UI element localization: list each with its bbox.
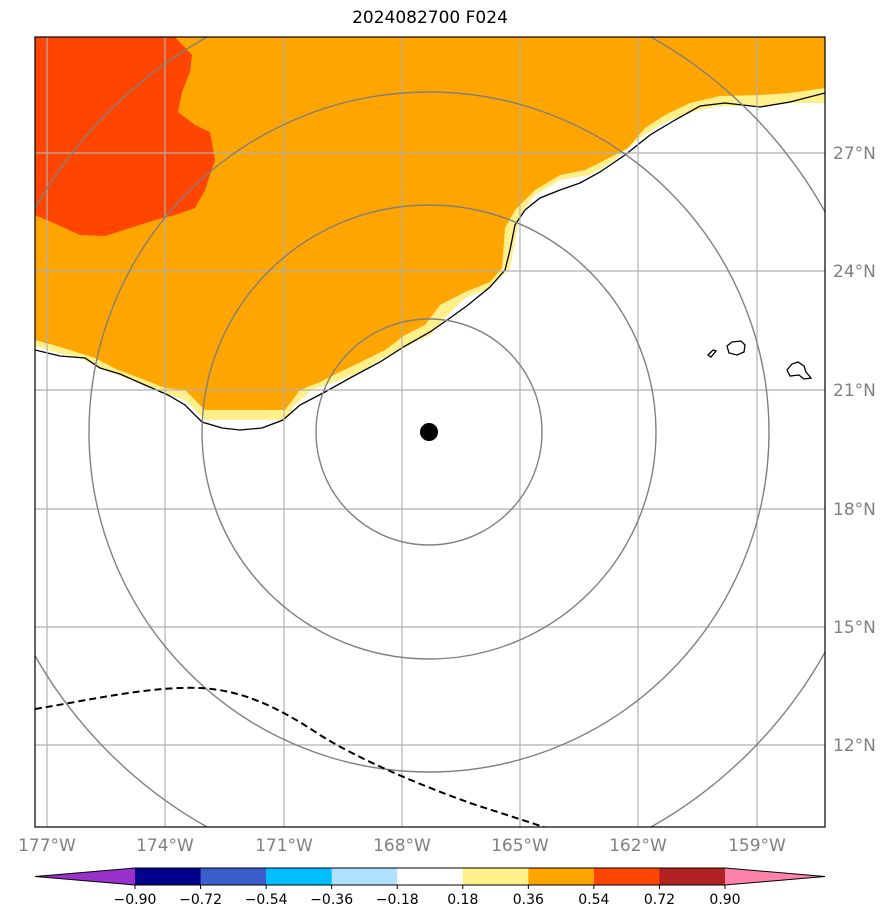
colorbar-segment	[397, 868, 464, 885]
lon-label: 162°W	[609, 836, 667, 856]
colorbar-segment	[266, 868, 333, 885]
track-line	[35, 686, 547, 827]
lon-label: 165°W	[491, 836, 549, 856]
colorbar	[34, 867, 826, 889]
lat-label: 27°N	[833, 144, 876, 164]
field-red-orange	[35, 37, 215, 236]
lat-label: 24°N	[833, 262, 876, 282]
colorbar-extend-high	[725, 868, 825, 885]
colorbar-tick-label: −0.54	[245, 892, 288, 908]
colorbar-segment	[593, 868, 660, 885]
longitude-labels: 177°W 174°W 171°W 168°W 165°W 162°W 159°…	[18, 836, 786, 856]
island-2	[706, 349, 718, 358]
colorbar-tick-label: −0.18	[376, 892, 419, 908]
storm-center-marker	[420, 423, 438, 441]
lat-label: 21°N	[833, 381, 876, 401]
latitude-labels: 27°N 24°N 21°N 18°N 15°N 12°N	[833, 144, 876, 756]
colorbar-tick-label: 0.18	[447, 892, 478, 908]
colorbar-segment	[331, 868, 398, 885]
colorbar-segment	[135, 868, 202, 885]
colorbar-extend-low	[35, 868, 135, 885]
lon-label: 177°W	[18, 836, 76, 856]
colorbar-tick-label: −0.90	[114, 892, 157, 908]
graticule	[35, 37, 825, 827]
colorbar-segment	[528, 868, 595, 885]
colorbar-segment	[200, 868, 267, 885]
colorbar-tick-label: 0.72	[644, 892, 675, 908]
colorbar-segment	[659, 868, 726, 885]
colorbar-tick-label: −0.36	[310, 892, 353, 908]
lat-label: 18°N	[833, 500, 876, 520]
lat-label: 12°N	[833, 736, 876, 756]
field-layer	[35, 37, 825, 420]
lat-label: 15°N	[833, 618, 876, 638]
colorbar-tick-label: −0.72	[179, 892, 222, 908]
field-orange	[35, 37, 825, 410]
range-rings	[35, 37, 825, 827]
colorbar-segment	[462, 868, 529, 885]
colorbar-tick-label: 0.36	[513, 892, 544, 908]
lon-label: 171°W	[255, 836, 313, 856]
lon-label: 168°W	[373, 836, 431, 856]
colorbar-tick-label: 0.54	[578, 892, 609, 908]
lon-label: 159°W	[728, 836, 786, 856]
colorbar-tick-label: 0.90	[709, 892, 740, 908]
contour-line	[35, 92, 825, 431]
lon-label: 174°W	[136, 836, 194, 856]
island-1	[726, 340, 746, 356]
map-title: 2024082700 F024	[352, 8, 508, 28]
map-frame	[34, 36, 826, 828]
colorbar-tick-labels: −0.90 −0.72 −0.54 −0.36 −0.18 0.18 0.36 0.54 0.7…	[114, 892, 741, 908]
island-3	[786, 361, 813, 380]
